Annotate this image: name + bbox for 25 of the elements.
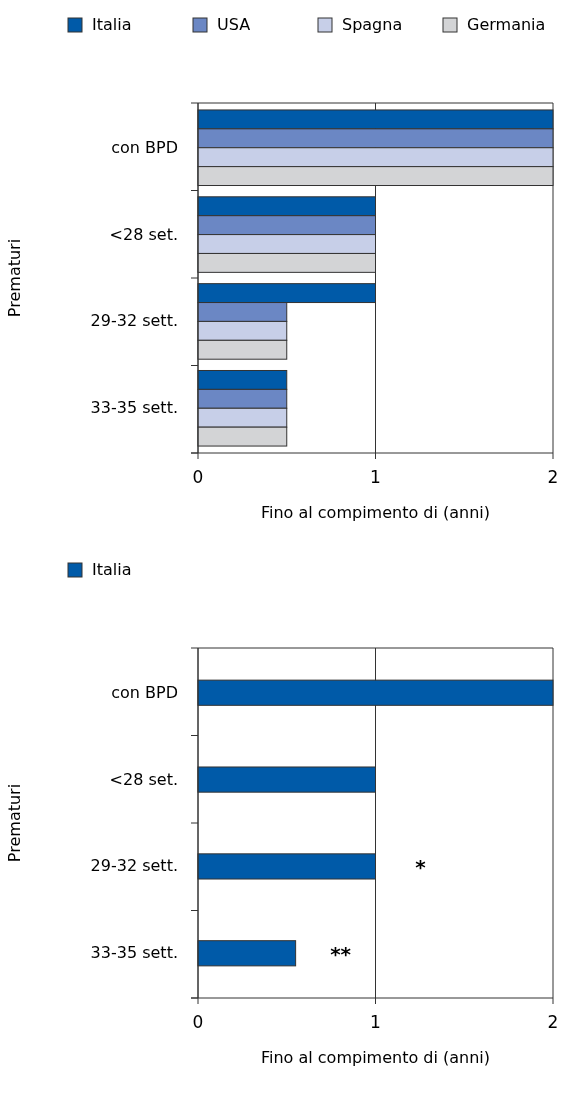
y-axis-title: Prematuri xyxy=(5,783,24,863)
y-tick-label: 29-32 sett. xyxy=(90,311,178,331)
x-tick-label: 1 xyxy=(370,1012,381,1032)
x-axis-title: Fino al compimento di (anni) xyxy=(260,1048,491,1067)
y-tick-label: 33-35 sett. xyxy=(90,398,178,418)
legend-label: Spagna xyxy=(342,15,403,34)
x-tick-label: 1 xyxy=(370,467,381,487)
annotation: ** xyxy=(330,942,352,967)
y-axis-title: Prematuri xyxy=(5,238,24,318)
legend-label: Italia xyxy=(92,560,132,579)
y-tick-label: 29-32 sett. xyxy=(90,856,178,876)
x-tick-label: 0 xyxy=(192,467,204,487)
x-tick-label: 2 xyxy=(547,1012,559,1032)
y-tick-label: con BPD xyxy=(111,682,178,702)
y-tick-label: <28 set. xyxy=(109,769,178,789)
x-tick-label: 2 xyxy=(547,467,559,487)
y-tick-label: con BPD xyxy=(111,137,178,157)
y-tick-label: <28 set. xyxy=(109,224,178,244)
x-tick-label: 0 xyxy=(192,1012,204,1032)
annotation: * xyxy=(415,855,427,880)
legend-label: Germania xyxy=(467,15,546,34)
x-axis-title: Fino al compimento di (anni) xyxy=(260,503,491,522)
legend-label: Italia xyxy=(92,15,132,34)
y-tick-label: 33-35 sett. xyxy=(90,943,178,963)
legend-label: USA xyxy=(217,15,251,34)
